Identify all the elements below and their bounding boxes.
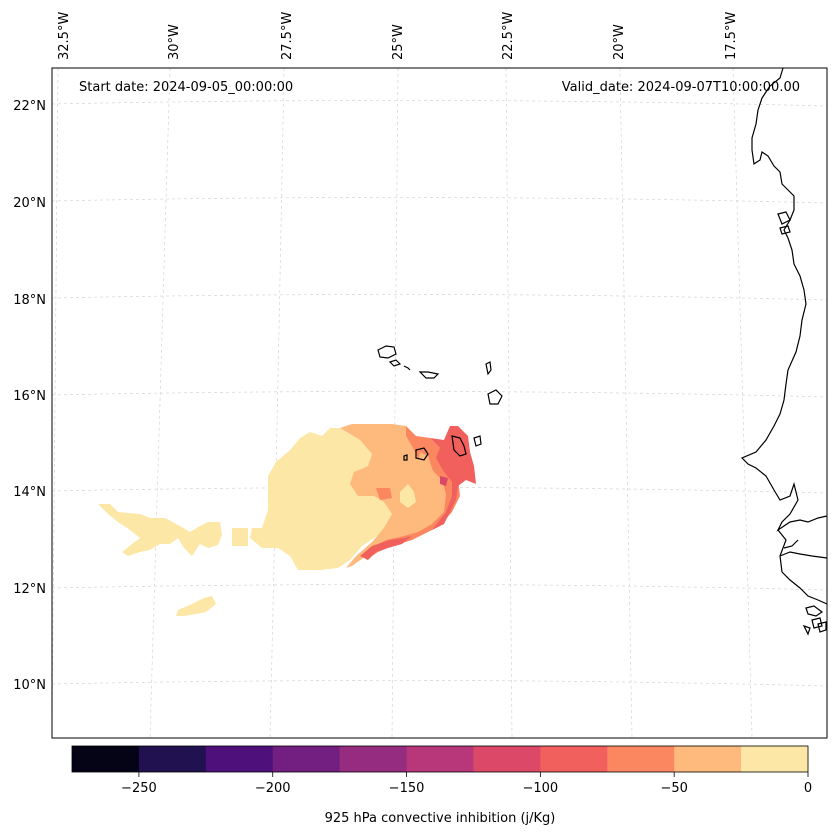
lon-label: 20°W: [612, 24, 627, 60]
colorbar-segment: [272, 746, 341, 772]
lon-label: 25°W: [391, 24, 406, 60]
lat-label: 10°N: [13, 678, 46, 693]
mauritania-bay: [777, 211, 791, 235]
lat-label: 22°N: [13, 99, 46, 114]
lat-label: 20°N: [13, 196, 46, 211]
cape-verde-sal: [485, 361, 492, 376]
cape-verde-santiago: [451, 435, 467, 457]
parallel-18n: [51, 294, 828, 301]
colorbar-segment: [674, 746, 742, 772]
parallel-12n: [51, 584, 828, 591]
cin-main-100-125: [440, 476, 448, 486]
colorbar-label: 925 hPa convective inhibition (j/Kg): [325, 811, 556, 826]
colorbar-segment: [406, 746, 474, 772]
cape-verde-maio: [473, 435, 482, 447]
senegal-coast-notch: [783, 539, 799, 549]
gambia-coast: [779, 551, 828, 559]
colorbar-tick-label: −100: [523, 781, 559, 796]
cin-patch-west-small: [232, 528, 248, 546]
lat-label: 12°N: [13, 582, 46, 597]
colorbar-tick-label: −50: [660, 781, 687, 796]
colorbar-segment: [339, 746, 408, 772]
bijagos-islands: [802, 605, 824, 636]
colorbar: −250 −200 −150 −100 −50 0 925 hPa convective …: [71, 745, 812, 826]
cin-inner-ring: [418, 452, 432, 472]
map-background: [52, 68, 827, 738]
colorbar-segment: [138, 746, 207, 772]
cin-main-75-100: [430, 426, 476, 530]
colorbar-ticks: −250 −200 −150 −100 −50 0: [121, 772, 812, 796]
gridlines: [51, 67, 828, 739]
lat-label: 18°N: [13, 293, 46, 308]
cin-inner-spot-1: [376, 488, 392, 500]
colorbar-segment: [72, 746, 140, 772]
lon-label: 30°W: [167, 24, 182, 60]
cin-inner-hole: [400, 484, 416, 508]
cape-verde-fogo: [415, 447, 429, 461]
lon-label: 22.5°W: [501, 12, 516, 60]
parallel-10n: [51, 680, 828, 687]
cin-patch-west: [98, 504, 222, 556]
colorbar-tick-label: −250: [121, 781, 157, 796]
parallel-14n: [51, 487, 828, 494]
colorbar-tick-label: −150: [389, 781, 425, 796]
cape-verde-santo-antao: [377, 345, 397, 359]
lat-label: 14°N: [13, 485, 46, 500]
start-date-label: Start date: 2024-09-05_00:00:00: [79, 80, 293, 95]
cape-verde-brava: [403, 454, 408, 461]
coastlines: [377, 67, 828, 636]
map-area: [51, 67, 828, 739]
africa-coastline: [740, 67, 828, 532]
bijagos-islands-2: [817, 621, 827, 633]
cin-south-rim: [360, 536, 412, 560]
lat-labels: 22°N 20°N 18°N 16°N 14°N 12°N 10°N: [13, 99, 46, 693]
map-frame: [51, 67, 828, 739]
colorbar-segment: [607, 746, 675, 772]
colorbar-segments: [72, 746, 809, 772]
parallel-16n: [51, 391, 828, 398]
parallel-22n: [51, 100, 828, 107]
cin-patch-southwest: [176, 596, 216, 616]
valid-date-label: Valid_date: 2024-09-07T10:00:00.00: [562, 80, 800, 95]
colorbar-segment: [205, 746, 274, 772]
lat-label: 16°N: [13, 389, 46, 404]
cape-verde-sao-nicolau: [418, 371, 440, 379]
colorbar-tick-label: 0: [804, 781, 812, 796]
lon-label: 32.5°W: [57, 12, 72, 60]
colorbar-frame: [71, 745, 809, 773]
cin-main-0-25: [250, 428, 400, 570]
lon-labels: 32.5°W 30°W 27.5°W 25°W 22.5°W 20°W 17.5…: [57, 12, 739, 60]
cape-verde-sao-vicente: [388, 359, 402, 367]
colorbar-tick-label: −200: [255, 781, 291, 796]
cin-field: [98, 424, 476, 616]
parallel-20n: [51, 197, 828, 204]
lon-label: 17.5°W: [724, 12, 739, 60]
colorbar-segment: [473, 746, 541, 772]
cape-verde-boa-vista: [487, 389, 503, 405]
colorbar-segment: [741, 746, 809, 772]
colorbar-segment: [540, 746, 608, 772]
cape-verde-santa-luzia: [403, 365, 411, 371]
lon-label: 27.5°W: [280, 12, 295, 60]
africa-guinea-coast: [777, 529, 828, 605]
